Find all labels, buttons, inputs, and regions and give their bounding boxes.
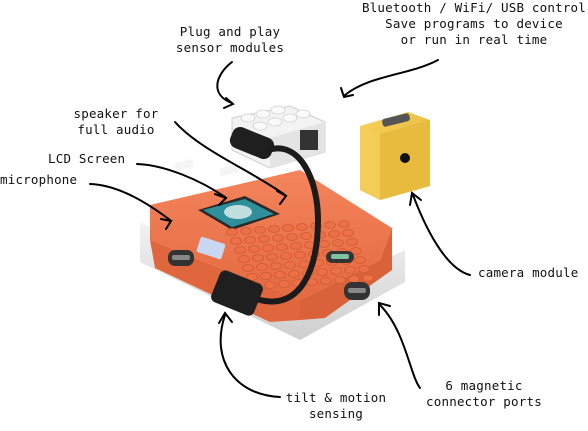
sensor-module bbox=[229, 105, 326, 169]
stud bbox=[344, 266, 356, 274]
stud bbox=[244, 236, 256, 244]
stud bbox=[230, 237, 242, 245]
stud bbox=[348, 275, 360, 283]
stud bbox=[234, 246, 246, 254]
stud bbox=[296, 223, 308, 231]
stud bbox=[240, 227, 252, 235]
cable bbox=[257, 145, 322, 305]
stud bbox=[332, 239, 344, 247]
stud bbox=[320, 277, 332, 285]
stud bbox=[274, 271, 286, 279]
stud bbox=[334, 276, 346, 284]
camera-module bbox=[360, 112, 430, 200]
stud bbox=[276, 243, 288, 251]
stud bbox=[272, 234, 284, 242]
label-microphone: microphone bbox=[0, 172, 78, 187]
stud bbox=[242, 264, 254, 272]
stud bbox=[290, 242, 302, 250]
annotation-arrows bbox=[89, 59, 471, 398]
stud bbox=[318, 240, 330, 248]
label-tilt-motion: tilt & motion sensing bbox=[285, 390, 387, 421]
camera-lens bbox=[400, 153, 410, 163]
stud bbox=[254, 226, 266, 234]
stud bbox=[294, 251, 306, 259]
stud bbox=[256, 263, 268, 271]
stud bbox=[358, 265, 370, 273]
stud bbox=[266, 253, 278, 261]
connector-port bbox=[326, 251, 354, 263]
connector-port bbox=[344, 282, 370, 300]
label-connectivity: Bluetooth / WiFi/ USB control Save progr… bbox=[361, 0, 587, 47]
label-camera-module: camera module bbox=[478, 265, 579, 280]
stud bbox=[248, 245, 260, 253]
stud bbox=[330, 267, 342, 275]
stud bbox=[338, 220, 350, 228]
label-lcd-screen: LCD Screen bbox=[48, 151, 126, 166]
stud bbox=[246, 273, 258, 281]
stud bbox=[288, 270, 300, 278]
stud bbox=[270, 262, 282, 270]
stud bbox=[354, 256, 366, 264]
main-device bbox=[140, 159, 405, 340]
stud bbox=[298, 260, 310, 268]
stud bbox=[282, 224, 294, 232]
stud bbox=[286, 233, 298, 241]
stud bbox=[262, 244, 274, 252]
stud bbox=[226, 228, 238, 236]
stud bbox=[342, 229, 354, 237]
stud bbox=[252, 254, 264, 262]
stud bbox=[300, 232, 312, 240]
stud bbox=[268, 225, 280, 233]
stud bbox=[346, 238, 358, 246]
label-speaker: speaker for full audio bbox=[73, 106, 159, 137]
connector-port bbox=[168, 250, 194, 266]
label-sensor-modules: Plug and play sensor modules bbox=[175, 24, 285, 55]
stud bbox=[278, 280, 290, 288]
stud bbox=[238, 255, 250, 263]
stud bbox=[258, 235, 270, 243]
stud bbox=[264, 281, 276, 289]
stud bbox=[260, 272, 272, 280]
stud bbox=[316, 268, 328, 276]
stud bbox=[324, 221, 336, 229]
stud bbox=[362, 274, 374, 282]
stud bbox=[280, 252, 292, 260]
stud bbox=[328, 230, 340, 238]
stud bbox=[284, 261, 296, 269]
stud bbox=[350, 247, 362, 255]
label-connector-ports: 6 magnetic connector ports bbox=[426, 378, 542, 409]
